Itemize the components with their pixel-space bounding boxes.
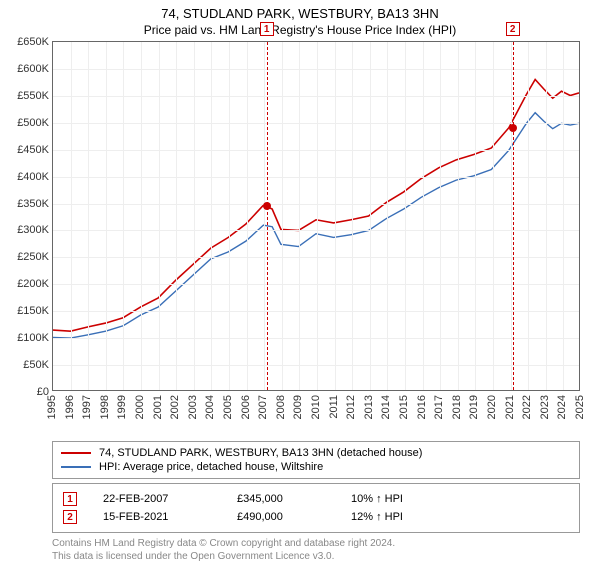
y-axis-label: £100K bbox=[3, 332, 49, 344]
event-row-2: 2 15-FEB-2021 £490,000 12% ↑ HPI bbox=[61, 508, 571, 526]
y-axis-label: £500K bbox=[3, 117, 49, 129]
x-axis-label: 2006 bbox=[240, 395, 252, 419]
event-marker-cell-1: 1 bbox=[61, 492, 79, 506]
x-axis-label: 2009 bbox=[292, 395, 304, 419]
y-axis-label: £550K bbox=[3, 90, 49, 102]
x-axis-label: 2017 bbox=[433, 395, 445, 419]
y-axis-label: £600K bbox=[3, 63, 49, 75]
event-flag-2: 2 bbox=[506, 22, 520, 36]
legend-swatch-hpi bbox=[61, 466, 91, 468]
x-axis-label: 2011 bbox=[328, 395, 340, 419]
x-axis-label: 2000 bbox=[134, 395, 146, 419]
x-axis-label: 2015 bbox=[398, 395, 410, 419]
chart-container: 74, STUDLAND PARK, WESTBURY, BA13 3HN Pr… bbox=[0, 0, 600, 563]
event-row-1: 1 22-FEB-2007 £345,000 10% ↑ HPI bbox=[61, 490, 571, 508]
event-marker-2: 2 bbox=[63, 510, 77, 524]
event-price-2: £490,000 bbox=[237, 511, 327, 523]
event-date-2: 15-FEB-2021 bbox=[103, 511, 213, 523]
y-axis-label: £50K bbox=[3, 359, 49, 371]
y-axis-label: £0 bbox=[3, 386, 49, 398]
x-axis-label: 1997 bbox=[81, 395, 93, 419]
event-delta-1: 10% ↑ HPI bbox=[351, 493, 403, 505]
y-axis-label: £650K bbox=[3, 36, 49, 48]
x-axis-label: 1995 bbox=[46, 395, 58, 419]
y-axis-label: £300K bbox=[3, 224, 49, 236]
event-delta-2: 12% ↑ HPI bbox=[351, 511, 403, 523]
plot-area: £0£50K£100K£150K£200K£250K£300K£350K£400… bbox=[52, 41, 580, 391]
x-axis-label: 2023 bbox=[539, 395, 551, 419]
x-axis-label: 2021 bbox=[504, 395, 516, 419]
event-line-2 bbox=[513, 42, 514, 390]
events-table: 1 22-FEB-2007 £345,000 10% ↑ HPI 2 15-FE… bbox=[52, 483, 580, 533]
y-axis-label: £350K bbox=[3, 198, 49, 210]
x-axis-label: 2008 bbox=[275, 395, 287, 419]
chart-title: 74, STUDLAND PARK, WESTBURY, BA13 3HN bbox=[0, 0, 600, 21]
legend-row-property: 74, STUDLAND PARK, WESTBURY, BA13 3HN (d… bbox=[61, 446, 571, 460]
footer-line-1: Contains HM Land Registry data © Crown c… bbox=[52, 537, 580, 550]
x-axis-label: 1998 bbox=[99, 395, 111, 419]
x-axis-labels: 1995199619971998199920002001200220032004… bbox=[52, 391, 580, 435]
legend: 74, STUDLAND PARK, WESTBURY, BA13 3HN (d… bbox=[52, 441, 580, 479]
x-axis-label: 2020 bbox=[486, 395, 498, 419]
footer-line-2: This data is licensed under the Open Gov… bbox=[52, 550, 580, 563]
x-axis-label: 2024 bbox=[556, 395, 568, 419]
x-axis-label: 2013 bbox=[363, 395, 375, 419]
x-axis-label: 2016 bbox=[416, 395, 428, 419]
plot-outer: £0£50K£100K£150K£200K£250K£300K£350K£400… bbox=[52, 41, 580, 391]
x-axis-label: 2019 bbox=[468, 395, 480, 419]
event-dot-2 bbox=[509, 124, 517, 132]
x-axis-label: 2004 bbox=[204, 395, 216, 419]
y-axis-label: £450K bbox=[3, 144, 49, 156]
y-axis-label: £400K bbox=[3, 171, 49, 183]
event-marker-1: 1 bbox=[63, 492, 77, 506]
x-axis-label: 2001 bbox=[152, 395, 164, 419]
x-axis-label: 2014 bbox=[380, 395, 392, 419]
y-axis-label: £150K bbox=[3, 305, 49, 317]
y-axis-label: £250K bbox=[3, 251, 49, 263]
x-axis-label: 2007 bbox=[257, 395, 269, 419]
x-axis-label: 2018 bbox=[451, 395, 463, 419]
x-axis-label: 2025 bbox=[574, 395, 586, 419]
legend-label-hpi: HPI: Average price, detached house, Wilt… bbox=[99, 461, 323, 473]
x-axis-label: 1996 bbox=[64, 395, 76, 419]
series-property bbox=[53, 79, 579, 331]
legend-label-property: 74, STUDLAND PARK, WESTBURY, BA13 3HN (d… bbox=[99, 447, 422, 459]
event-price-1: £345,000 bbox=[237, 493, 327, 505]
event-date-1: 22-FEB-2007 bbox=[103, 493, 213, 505]
x-axis-label: 2010 bbox=[310, 395, 322, 419]
event-dot-1 bbox=[263, 202, 271, 210]
x-axis-label: 2022 bbox=[521, 395, 533, 419]
legend-row-hpi: HPI: Average price, detached house, Wilt… bbox=[61, 460, 571, 474]
x-axis-label: 1999 bbox=[116, 395, 128, 419]
event-flag-1: 1 bbox=[260, 22, 274, 36]
x-axis-label: 2002 bbox=[169, 395, 181, 419]
legend-swatch-property bbox=[61, 452, 91, 454]
event-marker-cell-2: 2 bbox=[61, 510, 79, 524]
event-line-1 bbox=[267, 42, 268, 390]
series-hpi bbox=[53, 113, 579, 338]
x-axis-label: 2003 bbox=[187, 395, 199, 419]
y-axis-label: £200K bbox=[3, 278, 49, 290]
x-axis-label: 2005 bbox=[222, 395, 234, 419]
x-axis-label: 2012 bbox=[345, 395, 357, 419]
footer: Contains HM Land Registry data © Crown c… bbox=[52, 537, 580, 563]
